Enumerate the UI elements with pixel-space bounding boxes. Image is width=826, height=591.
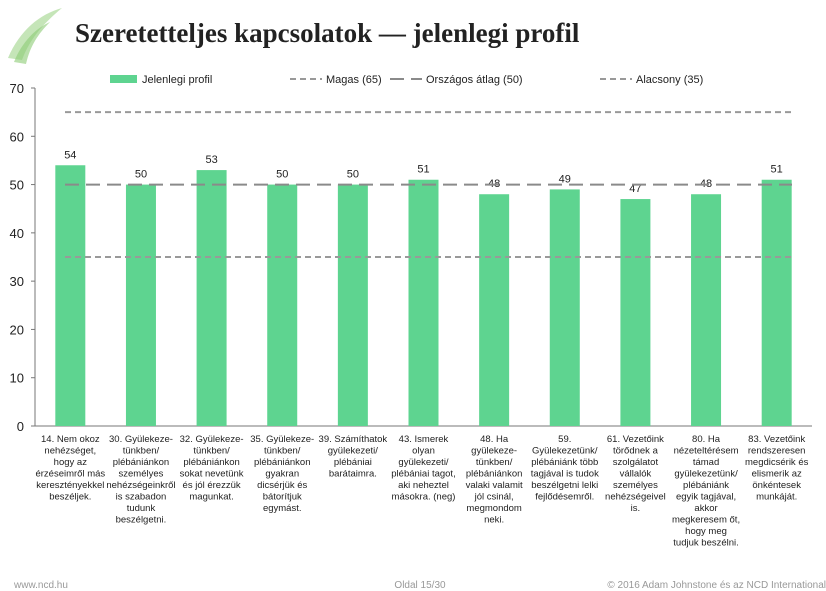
x-tick-label: 48. Ha gyülekeze-tünkben/plébániánkon vala… <box>466 434 523 526</box>
value-label: 49 <box>559 173 571 185</box>
bar <box>620 199 651 426</box>
value-label: 54 <box>64 149 76 161</box>
bar <box>479 194 510 426</box>
y-tick-label: 70 <box>10 81 24 96</box>
y-tick-label: 10 <box>10 371 24 386</box>
bar <box>549 189 580 426</box>
value-label: 50 <box>135 169 147 181</box>
x-tick-label: 30. Gyülekeze-tünkben/plébániánkon személ… <box>106 434 175 526</box>
legend-label: Országos átlag (50) <box>426 74 523 86</box>
x-tick-label: 59. Gyülekezetünk/plébániánk több tagjával… <box>531 434 599 503</box>
bar <box>267 184 298 426</box>
footer-right: © 2016 Adam Johnstone és az NCD Internat… <box>607 580 826 591</box>
legend-swatch <box>110 75 137 83</box>
x-tick-label: 35. Gyülekeze-tünkben/plébániánkon gyakra… <box>250 434 314 514</box>
legend-label: Alacsony (35) <box>636 74 703 86</box>
footer-center: Oldal 15/30 <box>394 580 446 591</box>
bar <box>125 184 156 426</box>
y-tick-label: 60 <box>10 129 24 144</box>
legend-label: Magas (65) <box>326 74 382 86</box>
x-tick-label: 61. Vezetőink törődnek a szolgálatot vállal… <box>605 434 666 514</box>
y-tick-label: 40 <box>10 226 24 241</box>
y-tick-label: 50 <box>10 178 24 193</box>
footer-left: www.ncd.hu <box>13 580 68 591</box>
x-tick-label: 14. Nem okoz nehézséget, hogy az érzéseimrő… <box>35 434 105 503</box>
value-label: 50 <box>347 169 359 181</box>
value-label: 51 <box>771 164 783 176</box>
x-tick-label: 83. Vezetőink rendszeresen megdicsérik és e… <box>745 434 809 503</box>
bar <box>691 194 722 426</box>
value-label: 47 <box>629 183 641 195</box>
x-tick-label: 43. Ismerek olyan gyülekezeti/plébániai ta… <box>391 434 455 503</box>
value-label: 53 <box>205 154 217 166</box>
value-label: 51 <box>417 164 429 176</box>
bar <box>408 179 439 426</box>
bar <box>196 170 227 426</box>
chart-title: Szeretetteljes kapcsolatok — jelenlegi p… <box>75 18 580 48</box>
bar <box>761 179 792 426</box>
bar <box>337 184 368 426</box>
y-tick-label: 0 <box>17 419 24 434</box>
x-tick-label: 32. Gyülekeze-tünkben/plébániánkon sokat … <box>180 434 244 503</box>
y-tick-label: 30 <box>10 274 24 289</box>
legend-label: Jelenlegi profil <box>142 74 212 86</box>
value-label: 50 <box>276 169 288 181</box>
x-tick-label: 80. Ha nézeteltérésem támad gyülekezetünk/p… <box>672 434 740 549</box>
bar <box>55 165 86 426</box>
y-tick-label: 20 <box>10 322 24 337</box>
logo-swoosh <box>14 22 50 64</box>
x-tick-label: 39. Számíthatok gyülekezeti/plébániai bará… <box>319 434 388 480</box>
